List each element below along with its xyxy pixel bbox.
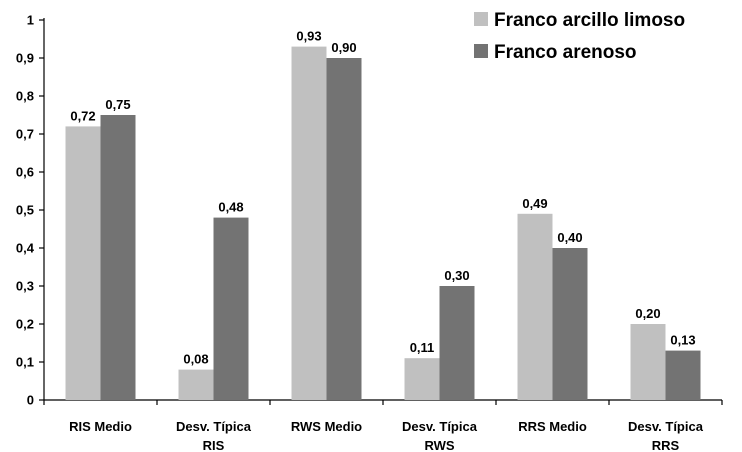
data-label: 0,13 xyxy=(670,333,695,348)
legend-swatch xyxy=(474,12,488,26)
bar-franco-arenoso xyxy=(552,248,588,400)
data-label: 0,75 xyxy=(105,97,130,112)
data-labels: 0,72 0,08 0,93 0,11 0,49 0,20 0,75 0,48 0,90 0,30… xyxy=(70,29,695,367)
legend: Franco arcillo limoso Franco arenoso xyxy=(474,10,685,63)
y-tick-label: 0,3 xyxy=(16,279,34,294)
x-category-label: RWS Medio xyxy=(291,419,362,434)
bar-franco-arcillo-limoso xyxy=(178,369,214,400)
legend-label: Franco arenoso xyxy=(494,42,637,63)
x-category-label: RIS Medio xyxy=(69,419,132,434)
x-category-label: Desv. Típica xyxy=(628,419,704,434)
axes: 0 0,1 0,2 0,3 0,4 0,5 0,6 0,7 0,8 0,9 1 RIS Medio De… xyxy=(16,13,723,452)
bar-franco-arcillo-limoso xyxy=(404,358,440,400)
x-category-label: RRS xyxy=(652,438,680,452)
bar-franco-arenoso xyxy=(100,115,136,400)
data-label: 0,49 xyxy=(522,196,547,211)
y-tick-label: 1 xyxy=(27,13,34,28)
data-label: 0,93 xyxy=(296,29,321,44)
data-label: 0,30 xyxy=(444,268,469,283)
data-label: 0,20 xyxy=(635,306,660,321)
x-category-label: RIS xyxy=(203,438,225,452)
y-tick-label: 0,8 xyxy=(16,89,34,104)
x-category-label: Desv. Típica xyxy=(176,419,252,434)
bar-franco-arcillo-limoso xyxy=(291,46,327,400)
bar-franco-arenoso xyxy=(213,217,249,400)
y-tick-label: 0,9 xyxy=(16,51,34,66)
y-tick-label: 0,1 xyxy=(16,355,34,370)
legend-label: Franco arcillo limoso xyxy=(494,10,685,31)
y-tick-label: 0,4 xyxy=(16,241,35,256)
data-label: 0,08 xyxy=(183,352,208,367)
bar-franco-arenoso xyxy=(326,58,362,400)
y-tick-label: 0,7 xyxy=(16,127,34,142)
y-tick-label: 0,2 xyxy=(16,317,34,332)
bar-franco-arcillo-limoso xyxy=(65,126,101,401)
data-label: 0,72 xyxy=(70,108,95,123)
bar-franco-arenoso xyxy=(665,350,701,400)
bar-franco-arenoso xyxy=(439,286,475,400)
x-category-label: Desv. Típica xyxy=(402,419,478,434)
x-category-label: RRS Medio xyxy=(518,419,587,434)
legend-swatch xyxy=(474,44,488,58)
data-label: 0,48 xyxy=(218,200,243,215)
data-label: 0,11 xyxy=(410,340,435,355)
y-tick-label: 0 xyxy=(27,393,34,408)
y-tick-label: 0,5 xyxy=(16,203,34,218)
y-tick-label: 0,6 xyxy=(16,165,34,180)
data-label: 0,90 xyxy=(331,40,356,55)
x-category-label: RWS xyxy=(424,438,454,452)
bars xyxy=(65,46,701,401)
bar-franco-arcillo-limoso xyxy=(630,324,666,400)
bar-franco-arcillo-limoso xyxy=(517,213,553,400)
data-label: 0,40 xyxy=(557,230,582,245)
